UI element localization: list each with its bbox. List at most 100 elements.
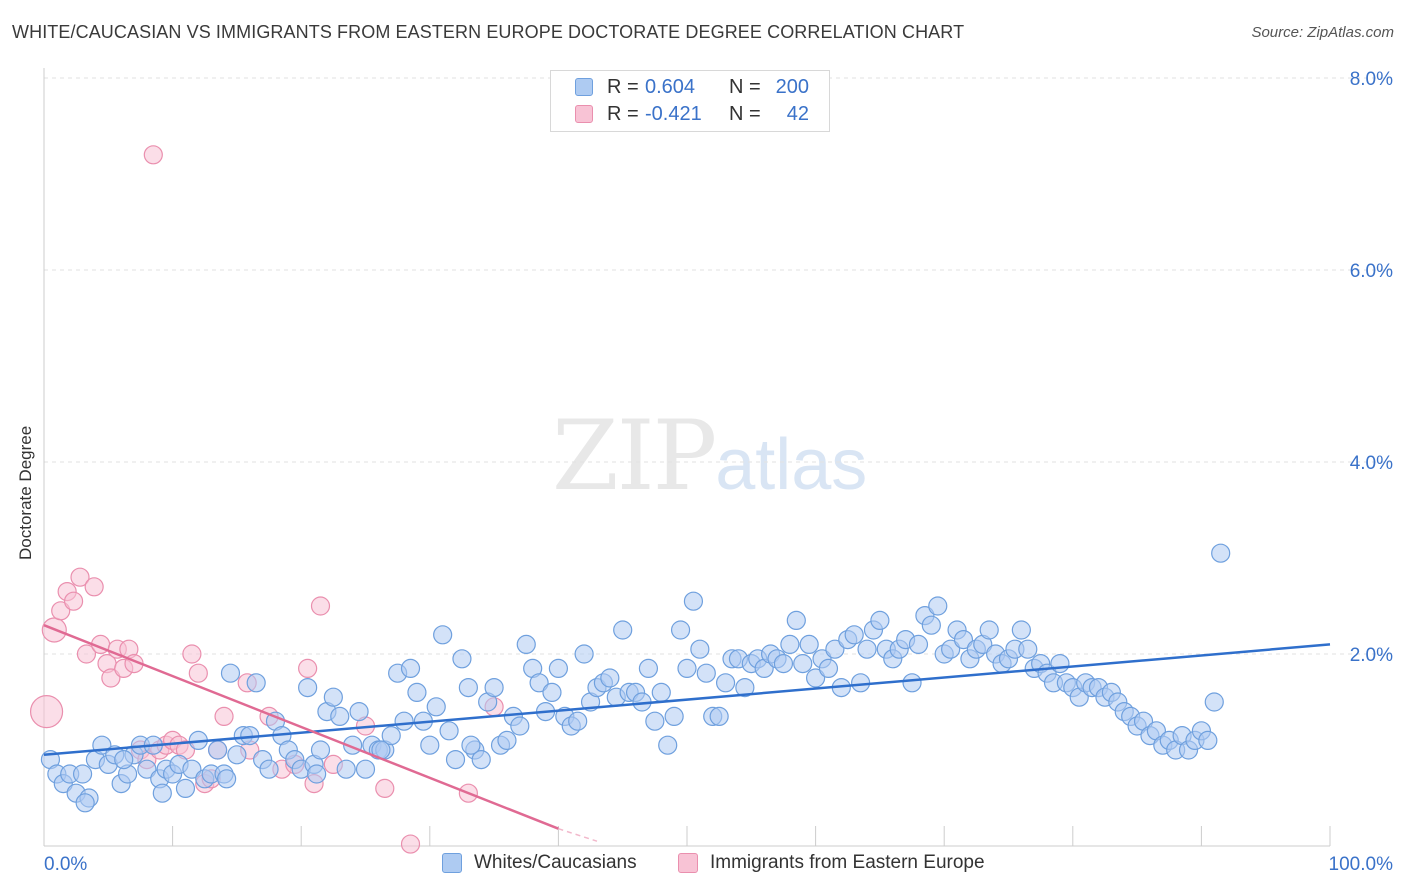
data-point-whites xyxy=(979,620,999,640)
watermark: ZIPatlas xyxy=(552,400,867,512)
data-point-immigrants xyxy=(84,577,104,597)
data-point-whites xyxy=(870,610,890,631)
legend-swatch-blue xyxy=(442,853,462,873)
r-value: -0.421 xyxy=(645,102,702,125)
data-point-whites xyxy=(670,620,691,640)
data-point-whites xyxy=(355,759,376,779)
legend-item-whites[interactable]: Whites/Caucasians xyxy=(442,852,637,874)
legend-swatch-blue xyxy=(575,78,593,96)
data-point-whites xyxy=(941,639,961,659)
data-point-immigrants xyxy=(188,663,208,683)
data-point-whites xyxy=(600,668,620,688)
r-value: 0.604 xyxy=(645,75,696,98)
y-axis-label: Doctorate Degree xyxy=(16,425,35,560)
data-point-whites xyxy=(542,682,562,703)
data-point-whites xyxy=(574,644,594,664)
data-point-whites xyxy=(1198,730,1218,751)
data-point-whites xyxy=(548,658,569,679)
n-value: 200 xyxy=(775,75,809,98)
data-point-whites xyxy=(658,735,678,755)
legend-label-immigrants: Immigrants from Eastern Europe xyxy=(710,852,985,873)
data-point-whites xyxy=(381,725,401,746)
data-point-whites xyxy=(323,687,343,707)
data-point-immigrants xyxy=(70,567,90,587)
data-point-whites xyxy=(1018,639,1038,659)
data-point-whites xyxy=(420,735,440,755)
data-point-whites xyxy=(175,778,196,799)
data-point-whites xyxy=(310,740,331,760)
n-label: N = xyxy=(729,75,761,98)
data-point-whites xyxy=(407,682,427,703)
data-point-whites xyxy=(645,711,665,731)
data-point-whites xyxy=(137,759,157,779)
data-point-whites xyxy=(529,673,549,693)
data-point-whites xyxy=(246,673,266,693)
data-point-whites xyxy=(484,677,504,698)
trendline-immigrants-extension xyxy=(558,828,598,842)
data-point-whites xyxy=(458,677,478,698)
x-tick-label: 0.0% xyxy=(44,854,87,875)
data-point-whites xyxy=(683,591,704,611)
trendline-immigrants xyxy=(43,624,559,830)
data-point-immigrants xyxy=(214,706,234,727)
data-point-immigrants xyxy=(51,601,71,621)
data-point-whites xyxy=(114,749,134,770)
data-point-whites xyxy=(773,653,794,674)
data-point-whites xyxy=(452,649,472,669)
data-point-whites xyxy=(793,653,813,674)
legend-label-whites: Whites/Caucasians xyxy=(474,852,637,873)
n-label: N = xyxy=(729,102,761,125)
data-point-whites xyxy=(709,706,729,727)
data-point-whites xyxy=(1011,620,1031,640)
n-value: 42 xyxy=(786,102,809,125)
data-point-whites xyxy=(1204,692,1224,712)
data-point-whites xyxy=(471,749,491,770)
data-point-whites xyxy=(786,610,806,631)
legend-swatch-pink xyxy=(678,853,698,873)
data-point-whites xyxy=(75,793,95,813)
data-point-whites xyxy=(651,682,671,703)
data-point-whites xyxy=(497,730,517,751)
data-point-immigrants xyxy=(375,778,395,799)
trendline-whites xyxy=(43,643,1331,757)
source-label: Source: ZipAtlas.com xyxy=(1251,24,1394,41)
data-point-immigrants xyxy=(76,644,97,664)
data-point-whites xyxy=(735,677,755,698)
legend-row-pink: R = -0.421 N = 42 xyxy=(575,102,809,126)
data-point-whites xyxy=(908,634,929,655)
r-label: R = xyxy=(607,75,639,98)
data-point-whites xyxy=(902,673,922,693)
data-point-whites xyxy=(227,745,247,765)
data-point-whites xyxy=(72,764,93,784)
y-tick-label: 6.0% xyxy=(1350,261,1393,282)
data-point-whites xyxy=(330,706,350,727)
data-point-whites xyxy=(336,759,356,779)
data-point-whites xyxy=(510,716,530,736)
data-point-whites xyxy=(664,706,684,727)
legend-row-blue: R = 0.604 N = 200 xyxy=(575,75,809,99)
data-point-whites xyxy=(818,658,839,679)
series-legend: Whites/Caucasians Immigrants from Easter… xyxy=(0,852,1406,878)
data-point-whites xyxy=(857,639,877,659)
watermark-atlas: atlas xyxy=(715,425,868,505)
y-tick-label: 8.0% xyxy=(1350,69,1393,90)
data-point-whites xyxy=(1211,543,1231,563)
data-point-whites xyxy=(439,721,459,741)
data-point-whites xyxy=(152,783,172,803)
data-point-whites xyxy=(461,735,481,755)
data-point-whites xyxy=(400,658,421,679)
data-point-whites xyxy=(208,740,228,760)
legend-item-immigrants[interactable]: Immigrants from Eastern Europe xyxy=(678,852,985,874)
data-point-whites xyxy=(799,634,819,655)
data-point-whites xyxy=(182,759,202,779)
data-point-whites xyxy=(426,697,446,717)
data-point-whites xyxy=(844,625,864,645)
stats-legend: R = 0.604 N = 200 R = -0.421 N = 42 xyxy=(550,70,830,132)
data-point-whites xyxy=(638,658,659,679)
data-point-immigrants xyxy=(310,596,331,616)
data-point-whites xyxy=(568,711,588,731)
data-point-whites xyxy=(825,639,845,659)
data-point-whites xyxy=(220,663,241,683)
data-point-whites xyxy=(1050,653,1070,674)
data-point-whites xyxy=(690,639,710,659)
